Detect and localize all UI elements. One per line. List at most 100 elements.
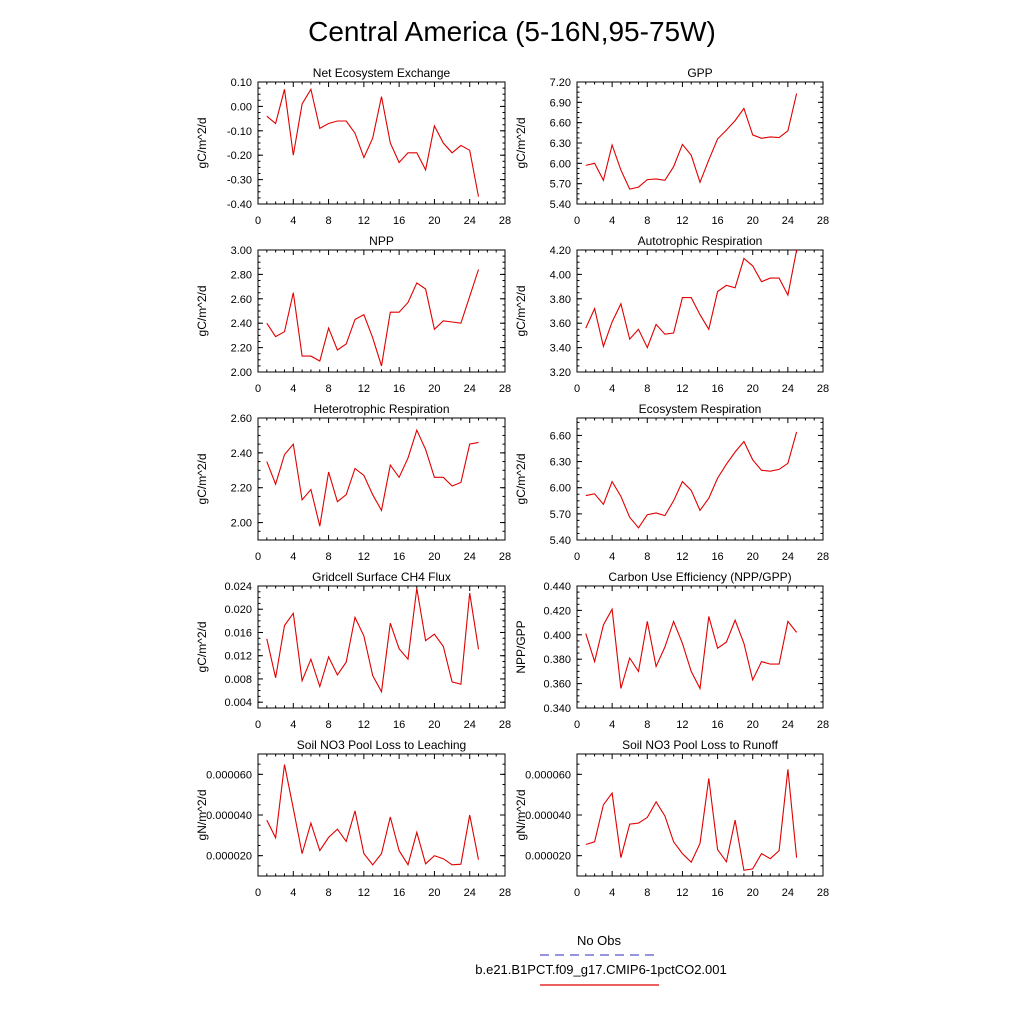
x-tick-label: 12 — [358, 215, 370, 227]
panel-title: Soil NO3 Pool Loss to Runoff — [622, 738, 779, 752]
y-tick-label: 0.420 — [543, 605, 571, 617]
x-tick-label: 8 — [326, 887, 332, 899]
x-tick-label: 8 — [644, 887, 650, 899]
y-tick-label: 6.60 — [550, 430, 571, 442]
plot-frame — [576, 753, 824, 877]
x-tick-label: 20 — [747, 551, 759, 563]
y-tick-label: 2.20 — [231, 483, 252, 495]
y-axis-label: gN/m^2/d — [195, 790, 209, 841]
y-tick-label: 5.70 — [550, 179, 571, 191]
panel-title: GPP — [687, 66, 712, 80]
x-tick-label: 24 — [464, 215, 476, 227]
y-axis-label: gN/m^2/d — [514, 790, 528, 841]
y-tick-label: 5.70 — [550, 509, 571, 521]
x-tick-label: 24 — [782, 719, 794, 731]
y-tick-label: 0.020 — [224, 604, 252, 616]
x-tick-label: 28 — [499, 383, 511, 395]
x-tick-label: 12 — [358, 551, 370, 563]
x-tick-label: 8 — [326, 719, 332, 731]
plot-frame — [257, 417, 506, 541]
y-tick-label: 0.380 — [543, 654, 571, 666]
x-tick-label: 8 — [326, 215, 332, 227]
panels: Net Ecosystem Exchange gC/m^2/d 0 4 8 12 16 20 2… — [195, 66, 829, 899]
x-tick-label: 4 — [609, 719, 615, 731]
x-tick-label: 8 — [644, 719, 650, 731]
x-tick-label: 4 — [290, 719, 296, 731]
x-tick-label: 12 — [358, 719, 370, 731]
y-tick-label: 2.80 — [231, 269, 252, 281]
panel-title: Autotrophic Respiration — [638, 234, 763, 248]
x-tick-label: 4 — [609, 887, 615, 899]
plot-frame — [257, 249, 506, 373]
y-tick-label: 7.20 — [550, 77, 571, 89]
y-tick-label: 5.40 — [550, 535, 571, 547]
x-tick-label: 28 — [817, 215, 829, 227]
y-tick-label: 0.340 — [543, 703, 571, 715]
x-tick-label: 24 — [782, 215, 794, 227]
x-tick-label: 0 — [574, 719, 580, 731]
series-line — [585, 249, 798, 349]
x-tick-label: 28 — [499, 551, 511, 563]
chart-panel-2: GPP gC/m^2/d 0 4 8 12 16 20 24 28 5.40 5.70 6.00 6.30… — [514, 66, 829, 227]
y-tick-label: 0.004 — [224, 697, 252, 709]
x-tick-label: 12 — [358, 383, 370, 395]
y-tick-label: 6.30 — [550, 138, 571, 150]
x-tick-label: 20 — [747, 383, 759, 395]
series-line — [585, 607, 798, 691]
x-tick-label: 24 — [464, 719, 476, 731]
y-tick-label: 3.60 — [550, 318, 571, 330]
y-tick-label: -0.30 — [227, 175, 252, 187]
x-tick-label: 20 — [747, 887, 759, 899]
series-line — [266, 269, 480, 367]
legend: No Obs b.e21.B1PCT.f09_g17.CMIP6-1pctCO2… — [475, 933, 727, 986]
x-tick-label: 8 — [644, 383, 650, 395]
y-axis-label: gC/m^2/d — [514, 118, 528, 169]
x-tick-label: 28 — [499, 887, 511, 899]
x-tick-label: 4 — [609, 215, 615, 227]
y-tick-label: 4.00 — [550, 269, 571, 281]
chart-panel-9: Soil NO3 Pool Loss to Leaching gN/m^2/d 0 4… — [195, 738, 511, 899]
x-tick-label: 0 — [255, 383, 261, 395]
y-axis-label: gC/m^2/d — [514, 454, 528, 505]
x-tick-label: 24 — [782, 551, 794, 563]
x-tick-label: 0 — [574, 887, 580, 899]
series-line — [585, 431, 798, 529]
x-tick-label: 4 — [290, 551, 296, 563]
plot-frame — [576, 249, 824, 373]
x-tick-label: 8 — [644, 215, 650, 227]
panel-title: NPP — [369, 234, 394, 248]
y-axis-label: gC/m^2/d — [195, 622, 209, 673]
chart-panel-4: Autotrophic Respiration gC/m^2/d 0 4 8 12 16 20… — [514, 234, 829, 395]
y-tick-label: 0.016 — [224, 627, 252, 639]
y-tick-label: 2.40 — [231, 318, 252, 330]
y-tick-label: 3.00 — [231, 245, 252, 257]
series-line — [585, 769, 798, 871]
x-tick-label: 16 — [711, 215, 723, 227]
figure-title: Central America (5-16N,95-75W) — [308, 16, 716, 47]
x-tick-label: 24 — [464, 383, 476, 395]
y-tick-label: 6.00 — [550, 483, 571, 495]
x-tick-label: 0 — [574, 215, 580, 227]
chart-panel-3: NPP gC/m^2/d 0 4 8 12 16 20 24 28 2.00 2.20 2.40 2.60… — [195, 234, 511, 395]
y-tick-label: -0.40 — [227, 199, 252, 211]
chart-panel-7: Gridcell Surface CH4 Flux gC/m^2/d 0 4 8 12 16… — [195, 570, 511, 731]
y-tick-label: 0.000040 — [525, 810, 571, 822]
panel-title: Carbon Use Efficiency (NPP/GPP) — [608, 570, 791, 584]
x-tick-label: 28 — [817, 887, 829, 899]
y-tick-label: 0.00 — [231, 101, 252, 113]
x-tick-label: 4 — [290, 887, 296, 899]
x-tick-label: 16 — [393, 551, 405, 563]
y-tick-label: 0.10 — [231, 77, 252, 89]
x-tick-label: 12 — [676, 383, 688, 395]
x-tick-label: 16 — [711, 719, 723, 731]
x-tick-label: 16 — [393, 719, 405, 731]
y-tick-label: 5.40 — [550, 199, 571, 211]
x-tick-label: 4 — [290, 383, 296, 395]
y-tick-label: 0.012 — [224, 651, 252, 663]
x-tick-label: 0 — [574, 551, 580, 563]
legend-obs-label: No Obs — [577, 933, 622, 948]
y-axis-label: gC/m^2/d — [195, 118, 209, 169]
x-tick-label: 28 — [817, 383, 829, 395]
series-line — [266, 428, 479, 527]
panel-title: Gridcell Surface CH4 Flux — [312, 570, 451, 584]
